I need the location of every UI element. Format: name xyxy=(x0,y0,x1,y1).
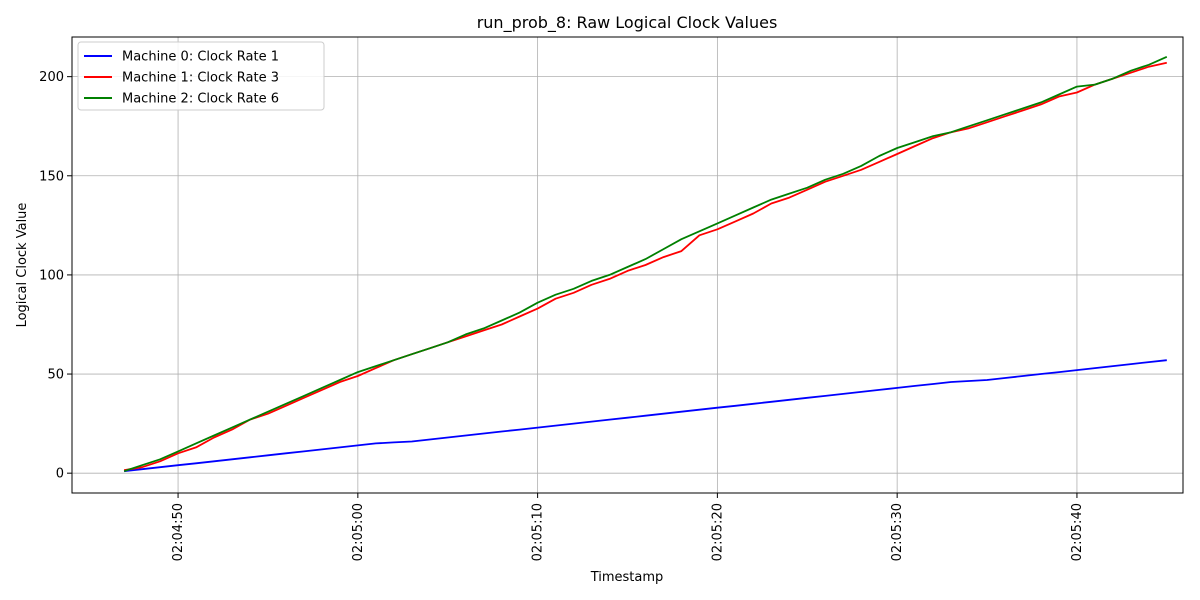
y-tick-label: 0 xyxy=(56,467,64,482)
y-tick-label: 200 xyxy=(39,70,64,85)
legend-label-machine-1: Machine 1: Clock Rate 3 xyxy=(122,71,279,86)
series-line-machine-2 xyxy=(123,55,1168,473)
legend: Machine 0: Clock Rate 1 Machine 1: Clock … xyxy=(77,41,325,111)
series-lines xyxy=(123,55,1168,473)
x-axis: 02:04:50 02:05:00 02:05:10 02:05:20 02:05:30… xyxy=(171,493,1085,561)
series-line-machine-1 xyxy=(123,61,1167,472)
legend-label-machine-0: Machine 0: Clock Rate 1 xyxy=(122,50,279,65)
x-tick-label: 02:04:50 xyxy=(171,503,186,561)
x-tick-label: 02:05:30 xyxy=(890,503,905,561)
legend-box xyxy=(77,41,325,111)
plot-frame xyxy=(71,36,1184,494)
x-axis-label: Timestamp xyxy=(590,570,664,585)
series-line-machine-0 xyxy=(124,359,1167,473)
y-axis: 0 50 100 150 200 xyxy=(39,70,72,482)
y-tick-label: 50 xyxy=(47,368,64,383)
y-tick-label: 150 xyxy=(39,169,64,184)
y-tick-label: 100 xyxy=(39,268,64,283)
x-tick-label: 02:05:00 xyxy=(351,503,366,561)
x-tick-label: 02:05:10 xyxy=(531,503,546,561)
legend-label-machine-2: Machine 2: Clock Rate 6 xyxy=(122,92,279,107)
chart-title: run_prob_8: Raw Logical Clock Values xyxy=(477,13,778,33)
x-tick-label: 02:05:40 xyxy=(1070,503,1085,561)
y-axis-label: Logical Clock Value xyxy=(15,203,30,328)
x-tick-label: 02:05:20 xyxy=(710,503,725,561)
